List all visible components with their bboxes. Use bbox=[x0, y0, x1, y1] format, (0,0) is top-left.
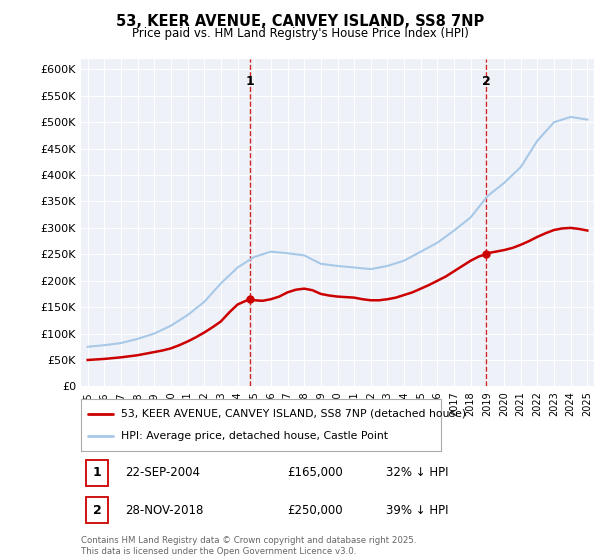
Text: HPI: Average price, detached house, Castle Point: HPI: Average price, detached house, Cast… bbox=[121, 431, 388, 441]
FancyBboxPatch shape bbox=[86, 460, 108, 486]
Text: £250,000: £250,000 bbox=[287, 503, 343, 517]
Text: 32% ↓ HPI: 32% ↓ HPI bbox=[386, 466, 449, 479]
Text: Price paid vs. HM Land Registry's House Price Index (HPI): Price paid vs. HM Land Registry's House … bbox=[131, 27, 469, 40]
Text: 2: 2 bbox=[92, 503, 101, 517]
Text: Contains HM Land Registry data © Crown copyright and database right 2025.
This d: Contains HM Land Registry data © Crown c… bbox=[81, 536, 416, 556]
Text: 1: 1 bbox=[92, 466, 101, 479]
Text: 2: 2 bbox=[482, 74, 490, 88]
Text: 53, KEER AVENUE, CANVEY ISLAND, SS8 7NP: 53, KEER AVENUE, CANVEY ISLAND, SS8 7NP bbox=[116, 14, 484, 29]
Text: 22-SEP-2004: 22-SEP-2004 bbox=[125, 466, 200, 479]
Text: 1: 1 bbox=[245, 74, 254, 88]
Text: 39% ↓ HPI: 39% ↓ HPI bbox=[386, 503, 449, 517]
Text: 53, KEER AVENUE, CANVEY ISLAND, SS8 7NP (detached house): 53, KEER AVENUE, CANVEY ISLAND, SS8 7NP … bbox=[121, 409, 466, 419]
Text: £165,000: £165,000 bbox=[287, 466, 343, 479]
Text: 28-NOV-2018: 28-NOV-2018 bbox=[125, 503, 203, 517]
FancyBboxPatch shape bbox=[86, 497, 108, 523]
